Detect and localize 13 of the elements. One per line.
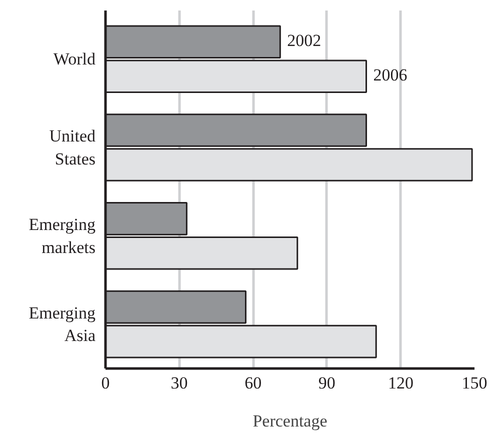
x-tick-label: 90: [318, 374, 336, 392]
x-axis-title: Percentage: [252, 412, 328, 430]
x-tick-label: 30: [170, 374, 188, 392]
y-tick-label: United States: [49, 126, 96, 168]
x-tick-label: 0: [101, 374, 110, 392]
x-tick-label: 120: [388, 374, 414, 392]
y-tick-label: Emerging markets: [28, 215, 96, 257]
y-tick-label: World: [53, 50, 96, 69]
y-tick-label: Emerging Asia: [28, 303, 96, 346]
series-label: 2002: [287, 31, 322, 50]
series-label: 2006: [373, 66, 408, 85]
x-tick-label: 150: [462, 374, 488, 392]
x-tick-label: 60: [244, 374, 262, 392]
